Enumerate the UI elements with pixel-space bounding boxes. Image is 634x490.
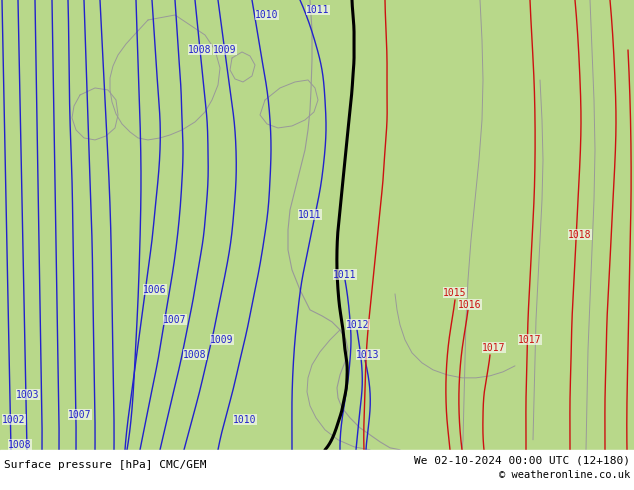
Text: 1008: 1008 — [8, 440, 32, 450]
Text: 1018: 1018 — [568, 230, 592, 240]
Polygon shape — [0, 236, 105, 307]
Text: We 02-10-2024 00:00 UTC (12+180): We 02-10-2024 00:00 UTC (12+180) — [414, 456, 630, 466]
Text: 1007: 1007 — [68, 410, 92, 420]
Text: 1009: 1009 — [210, 335, 234, 345]
Polygon shape — [237, 130, 308, 188]
Text: Surface pressure [hPa] CMC/GEM: Surface pressure [hPa] CMC/GEM — [4, 460, 207, 470]
Polygon shape — [110, 15, 220, 140]
Text: 1002: 1002 — [3, 415, 26, 425]
Text: 1015: 1015 — [443, 288, 467, 298]
Bar — [0, 450, 634, 490]
Text: 1011: 1011 — [306, 5, 330, 15]
Text: 1008: 1008 — [188, 45, 212, 55]
Text: 1017: 1017 — [518, 335, 541, 345]
Text: 1007: 1007 — [163, 315, 187, 325]
Polygon shape — [230, 52, 255, 82]
Text: 1011: 1011 — [298, 210, 321, 220]
Polygon shape — [0, 196, 634, 450]
Polygon shape — [72, 88, 118, 140]
Text: 1008: 1008 — [183, 350, 207, 360]
Text: 1013: 1013 — [356, 350, 380, 360]
Text: 1010: 1010 — [233, 415, 257, 425]
Text: 1011: 1011 — [333, 270, 357, 280]
Text: 1006: 1006 — [143, 285, 167, 295]
Text: 1003: 1003 — [16, 390, 40, 400]
Text: 1017: 1017 — [482, 343, 506, 353]
Polygon shape — [288, 0, 634, 490]
Text: 1016: 1016 — [458, 300, 482, 310]
Text: © weatheronline.co.uk: © weatheronline.co.uk — [499, 470, 630, 480]
Polygon shape — [127, 5, 185, 42]
Text: 1010: 1010 — [256, 10, 279, 20]
Text: 1012: 1012 — [346, 320, 370, 330]
Polygon shape — [260, 80, 318, 128]
Text: 1009: 1009 — [213, 45, 236, 55]
